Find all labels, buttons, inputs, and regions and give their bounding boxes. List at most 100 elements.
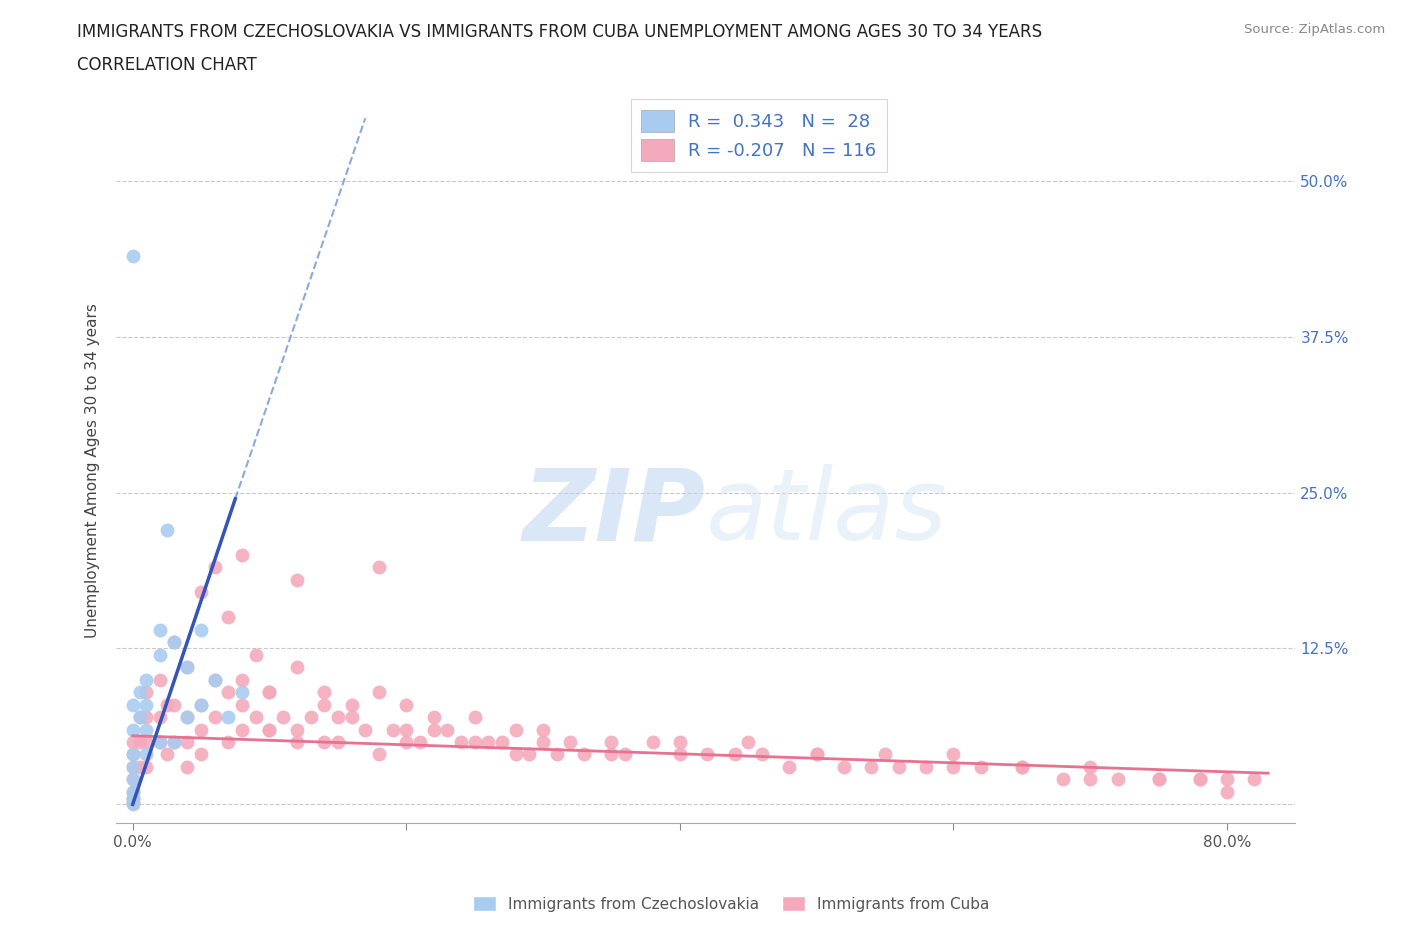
Point <box>121 794 143 809</box>
Point <box>326 735 349 750</box>
Point <box>163 735 186 750</box>
Point <box>176 659 198 674</box>
Point <box>190 622 212 637</box>
Point <box>464 710 486 724</box>
Point <box>285 572 308 587</box>
Point <box>128 735 150 750</box>
Point <box>190 722 212 737</box>
Point <box>204 560 226 575</box>
Point <box>128 710 150 724</box>
Point <box>135 735 157 750</box>
Point <box>135 684 157 699</box>
Point <box>326 710 349 724</box>
Point <box>135 747 157 762</box>
Point <box>422 722 444 737</box>
Point <box>696 747 718 762</box>
Point <box>806 747 828 762</box>
Point <box>217 710 239 724</box>
Point <box>149 647 172 662</box>
Point <box>806 747 828 762</box>
Point <box>217 735 239 750</box>
Point <box>121 790 143 805</box>
Point <box>669 735 692 750</box>
Point <box>1078 760 1101 775</box>
Point <box>190 747 212 762</box>
Point <box>121 785 143 800</box>
Point <box>491 735 513 750</box>
Point <box>231 698 253 712</box>
Point <box>217 684 239 699</box>
Point <box>299 710 322 724</box>
Point <box>1243 772 1265 787</box>
Point <box>121 796 143 811</box>
Point <box>450 735 472 750</box>
Point <box>156 747 179 762</box>
Point <box>409 735 432 750</box>
Point <box>641 735 664 750</box>
Point <box>149 710 172 724</box>
Point <box>259 722 281 737</box>
Point <box>121 698 143 712</box>
Point <box>245 710 267 724</box>
Point <box>368 560 391 575</box>
Point <box>149 622 172 637</box>
Point <box>245 647 267 662</box>
Point <box>135 698 157 712</box>
Point <box>190 698 212 712</box>
Point <box>285 659 308 674</box>
Point <box>121 772 143 787</box>
Point <box>135 710 157 724</box>
Point <box>395 735 418 750</box>
Point <box>519 747 541 762</box>
Point <box>531 735 554 750</box>
Legend: R =  0.343   N =  28, R = -0.207   N = 116: R = 0.343 N = 28, R = -0.207 N = 116 <box>630 100 887 172</box>
Point <box>314 684 336 699</box>
Point <box>464 735 486 750</box>
Point <box>135 672 157 687</box>
Point <box>723 747 745 762</box>
Point <box>942 760 965 775</box>
Point <box>190 698 212 712</box>
Point <box>135 760 157 775</box>
Point <box>381 722 404 737</box>
Point <box>176 710 198 724</box>
Point <box>354 722 377 737</box>
Point <box>422 710 444 724</box>
Point <box>176 735 198 750</box>
Point <box>204 672 226 687</box>
Point <box>285 735 308 750</box>
Point <box>368 684 391 699</box>
Point <box>121 722 143 737</box>
Text: ZIP: ZIP <box>523 464 706 562</box>
Point <box>505 747 527 762</box>
Point <box>149 735 172 750</box>
Point <box>751 747 773 762</box>
Point <box>572 747 595 762</box>
Point <box>915 760 938 775</box>
Point <box>560 735 582 750</box>
Point <box>887 760 910 775</box>
Point <box>1188 772 1211 787</box>
Text: CORRELATION CHART: CORRELATION CHART <box>77 56 257 73</box>
Point <box>340 710 363 724</box>
Point <box>190 585 212 600</box>
Point <box>259 684 281 699</box>
Point <box>600 735 623 750</box>
Point <box>121 735 143 750</box>
Point <box>395 722 418 737</box>
Point <box>156 698 179 712</box>
Point <box>314 735 336 750</box>
Point <box>546 747 568 762</box>
Point <box>121 760 143 775</box>
Point <box>395 698 418 712</box>
Point <box>149 672 172 687</box>
Point <box>873 747 896 762</box>
Point <box>477 735 499 750</box>
Point <box>121 772 143 787</box>
Point <box>121 785 143 800</box>
Point <box>259 684 281 699</box>
Point <box>505 722 527 737</box>
Point <box>121 790 143 805</box>
Point <box>860 760 883 775</box>
Point <box>135 722 157 737</box>
